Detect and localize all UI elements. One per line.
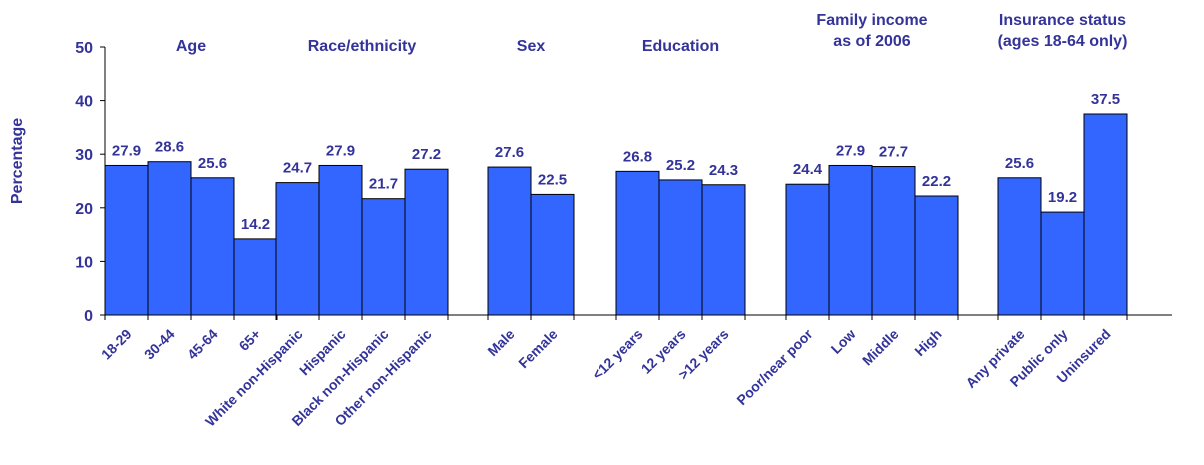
- y-tick-label: 20: [75, 201, 93, 218]
- y-axis-label: Percentage: [9, 118, 26, 204]
- data-label: 27.6: [495, 144, 524, 161]
- y-tick-label: 30: [75, 147, 93, 164]
- data-label: 26.8: [623, 148, 652, 165]
- bar: [1040, 211, 1085, 316]
- data-label: 14.2: [241, 216, 270, 233]
- data-label: 19.2: [1048, 189, 1077, 206]
- group-label: Age: [176, 38, 206, 55]
- data-label: 27.9: [836, 142, 865, 159]
- bar: [104, 164, 149, 316]
- category-label: Middle: [859, 326, 902, 369]
- data-label: 25.6: [198, 155, 227, 172]
- bar: [361, 198, 406, 316]
- group-label: (ages 18-64 only): [998, 33, 1128, 50]
- category-label: 18-29: [98, 326, 135, 363]
- group-label: Family income: [816, 12, 927, 29]
- category-label: Low: [828, 326, 859, 357]
- category-label: 65+: [236, 326, 264, 354]
- category-label: Poor/near poor: [733, 325, 816, 408]
- data-label: 22.2: [922, 173, 951, 190]
- category-label: Male: [484, 326, 517, 359]
- category-label: 30-44: [141, 326, 178, 363]
- group-label: as of 2006: [833, 33, 910, 50]
- group-label: Sex: [517, 38, 546, 55]
- bar: [828, 164, 873, 316]
- y-tick-label: 50: [75, 40, 93, 57]
- group-label: Race/ethnicity: [308, 38, 417, 55]
- data-label: 27.9: [112, 142, 141, 159]
- bar: [404, 168, 449, 316]
- bar: [701, 184, 746, 316]
- y-tick-label: 10: [75, 254, 93, 271]
- bar: [233, 238, 278, 316]
- bar: [997, 177, 1042, 316]
- data-label: 21.7: [369, 176, 398, 193]
- data-label: 27.2: [412, 146, 441, 163]
- data-label: 24.7: [283, 160, 312, 177]
- labels: Age 27.9 18-29 28.6 30-44 25.6 45-64 14.2 65+ Rac…: [98, 12, 1127, 430]
- bar: [871, 166, 916, 316]
- group-label: Education: [642, 38, 719, 55]
- bar: [487, 166, 532, 316]
- category-label: 45-64: [184, 326, 221, 363]
- bar: [658, 179, 703, 316]
- data-label: 25.6: [1005, 155, 1034, 172]
- data-label: 24.4: [793, 161, 823, 178]
- data-label: 28.6: [155, 139, 184, 156]
- bar: [615, 170, 660, 316]
- data-label: 37.5: [1091, 91, 1120, 108]
- y-tick-label: 0: [84, 308, 93, 325]
- data-label: 27.9: [326, 142, 355, 159]
- bar: [275, 182, 320, 316]
- bar: [318, 164, 363, 316]
- group-label: Insurance status: [999, 12, 1126, 29]
- bar: [1083, 113, 1128, 316]
- bars: [104, 113, 1128, 316]
- data-label: 27.7: [879, 144, 908, 161]
- bar: [190, 177, 235, 316]
- bar: [914, 195, 959, 316]
- bar: [785, 183, 830, 316]
- data-label: 22.5: [538, 171, 567, 188]
- data-label: 25.2: [666, 157, 695, 174]
- category-label: High: [911, 326, 944, 359]
- bar: [147, 161, 192, 316]
- data-label: 24.3: [709, 162, 738, 179]
- category-label: Female: [515, 326, 561, 372]
- category-label: <12 years: [589, 326, 646, 383]
- bar: [530, 193, 575, 316]
- y-tick-label: 40: [75, 94, 93, 111]
